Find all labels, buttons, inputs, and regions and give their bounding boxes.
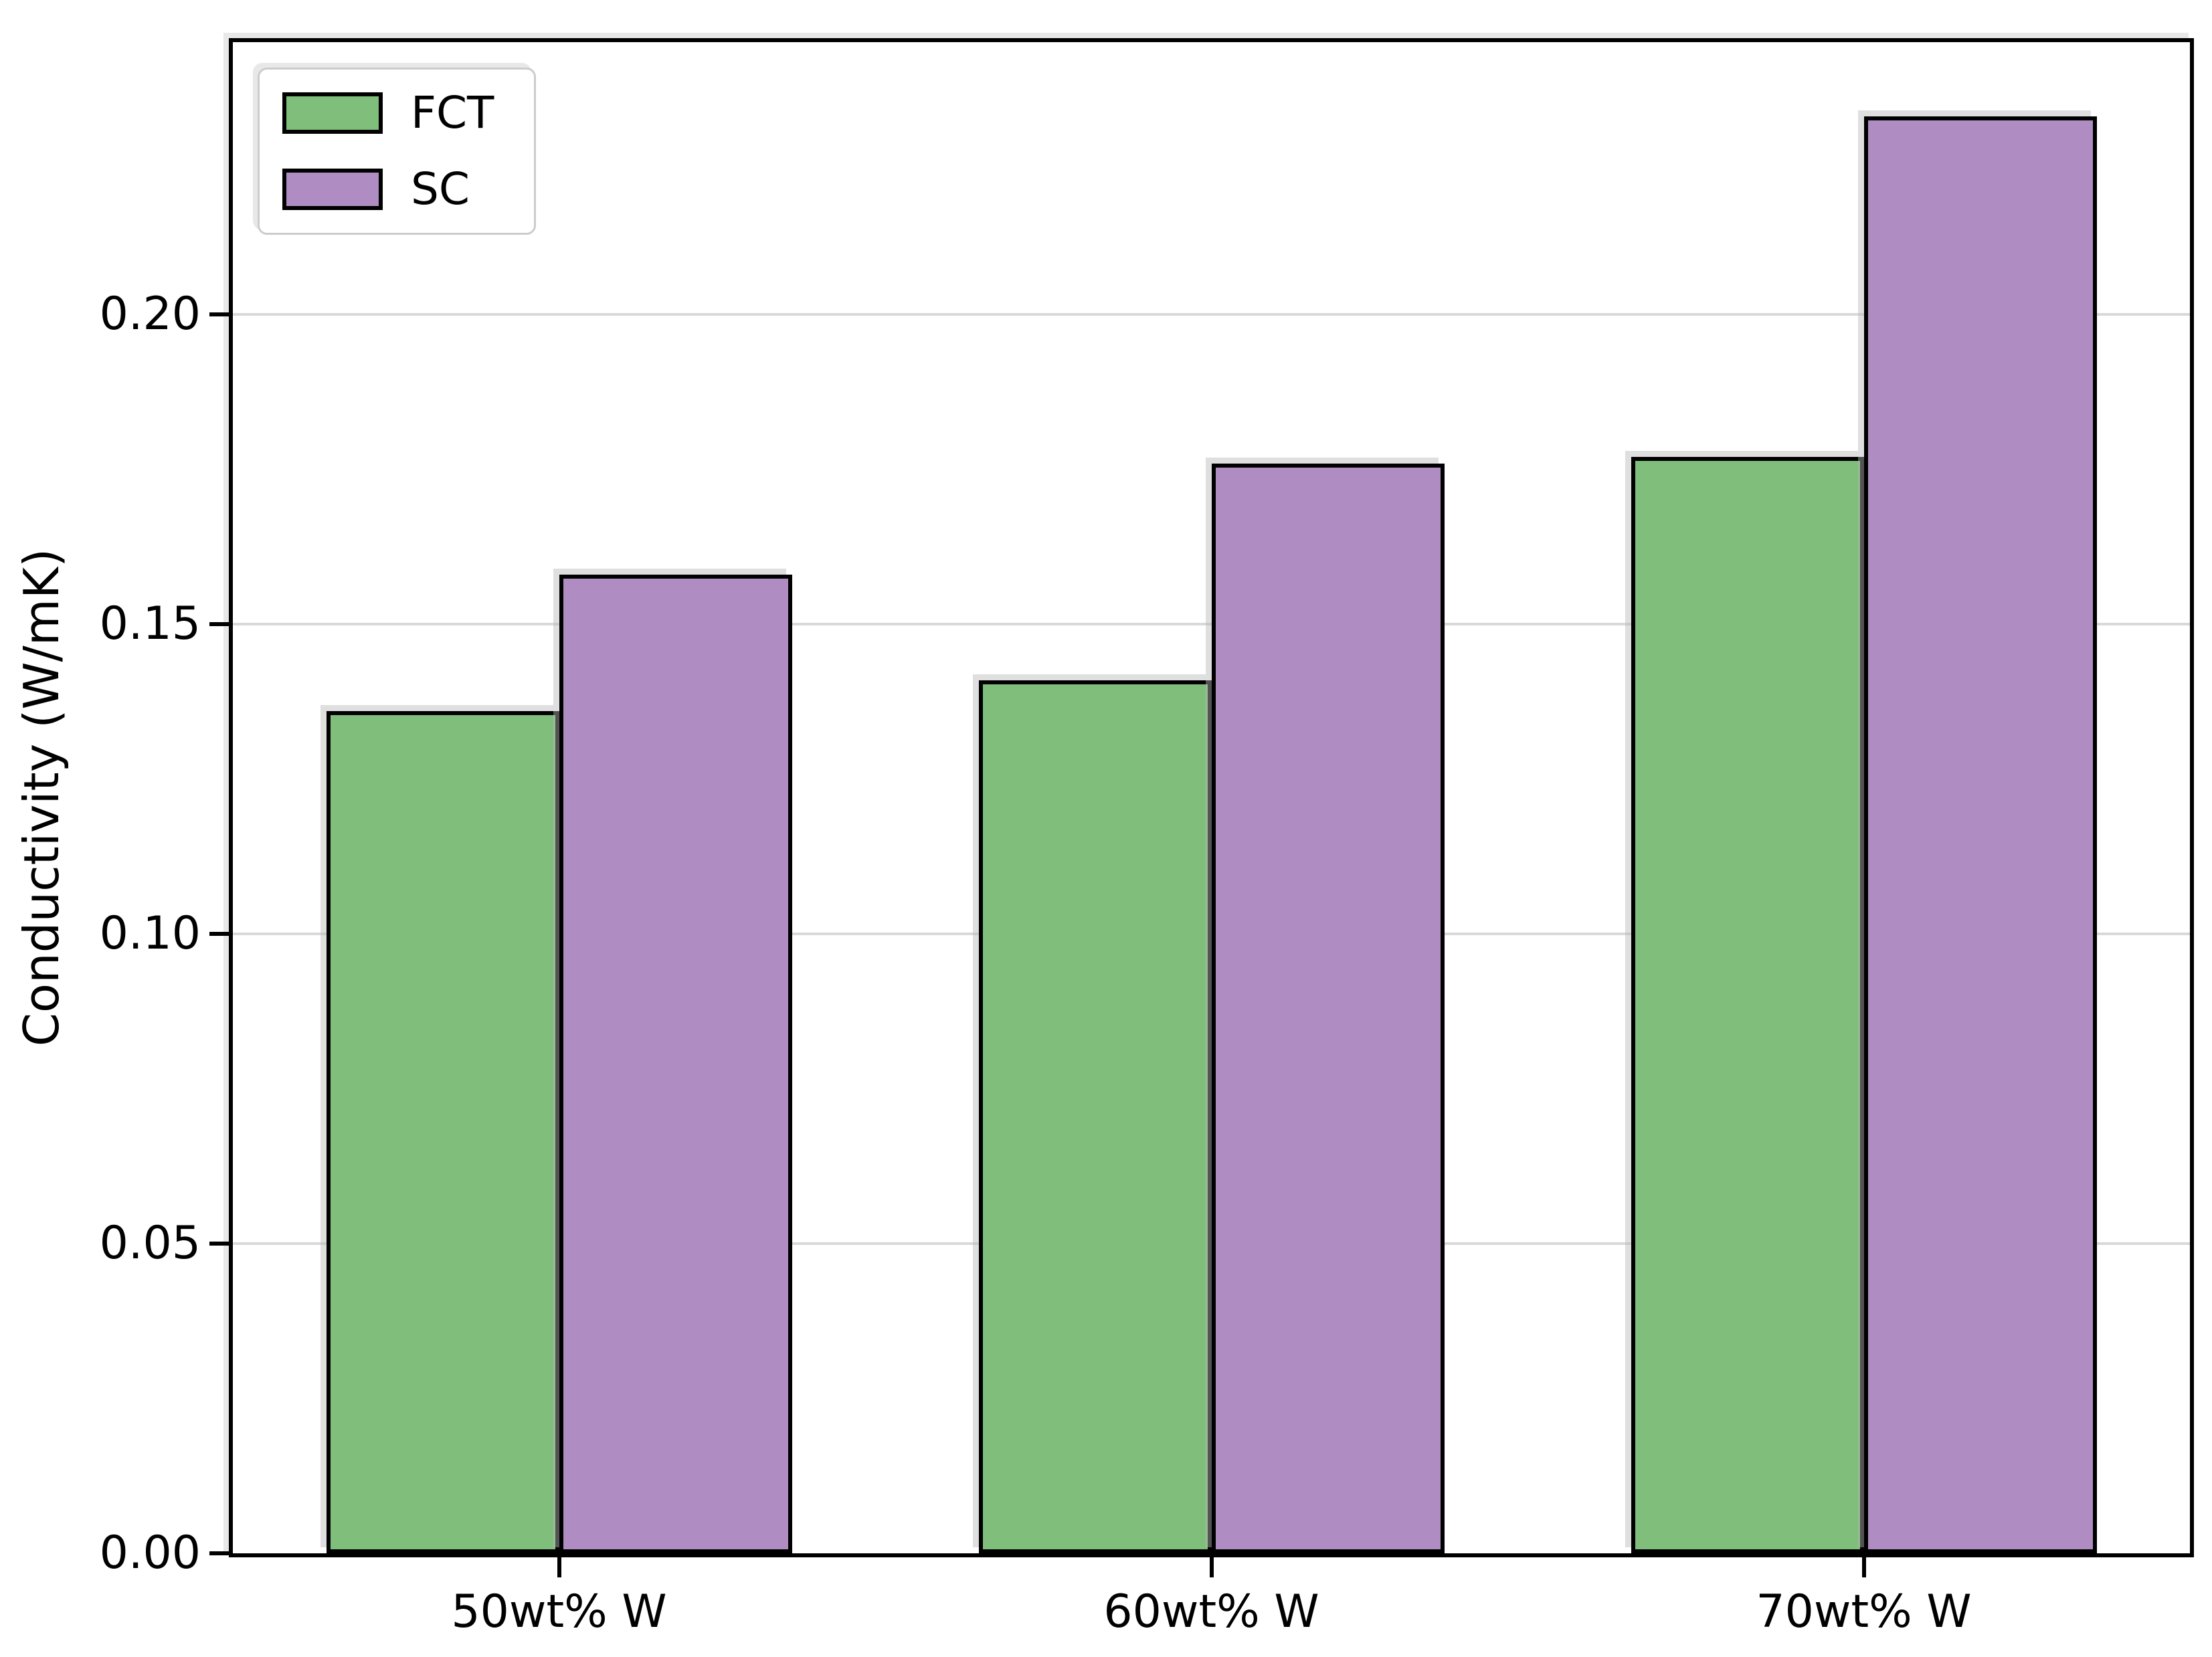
legend-swatch-fct <box>282 92 383 134</box>
legend-entry-sc: SC <box>282 167 494 211</box>
x-tick-label: 70wt% W <box>1756 1585 1972 1638</box>
y-tick-mark <box>209 1242 233 1246</box>
x-tick-label: 60wt% W <box>1103 1585 1319 1638</box>
x-tick-mark <box>1209 1557 1214 1577</box>
y-tick-mark <box>209 312 233 317</box>
y-tick-label: 0.20 <box>99 288 201 341</box>
plot-area: FCT SC <box>229 38 2194 1557</box>
y-tick-mark <box>209 1551 233 1555</box>
bar-sc-60wtW <box>1211 463 1445 1553</box>
legend-swatch-sc <box>282 169 383 210</box>
plot-inner: FCT SC <box>233 42 2190 1553</box>
x-tick-mark <box>1861 1557 1866 1577</box>
y-tick-label: 0.05 <box>99 1217 201 1270</box>
gridline <box>233 313 2190 316</box>
x-tick-label: 50wt% W <box>451 1585 667 1638</box>
y-tick-label: 0.00 <box>99 1527 201 1579</box>
legend: FCT SC <box>258 68 537 235</box>
bar-sc-70wtW <box>1863 116 2097 1553</box>
y-tick-label: 0.10 <box>99 907 201 961</box>
legend-label: SC <box>411 163 470 215</box>
legend-entry-fct: FCT <box>282 91 494 135</box>
bar-fct-70wtW <box>1631 457 1864 1553</box>
y-tick-mark <box>209 932 233 937</box>
legend-label: FCT <box>411 87 494 138</box>
y-tick-mark <box>209 622 233 627</box>
bar-sc-50wtW <box>559 575 792 1553</box>
x-tick-mark <box>557 1557 561 1577</box>
bar-fct-50wtW <box>326 710 559 1553</box>
bar-fct-60wtW <box>978 680 1212 1553</box>
y-tick-label: 0.15 <box>99 597 201 651</box>
